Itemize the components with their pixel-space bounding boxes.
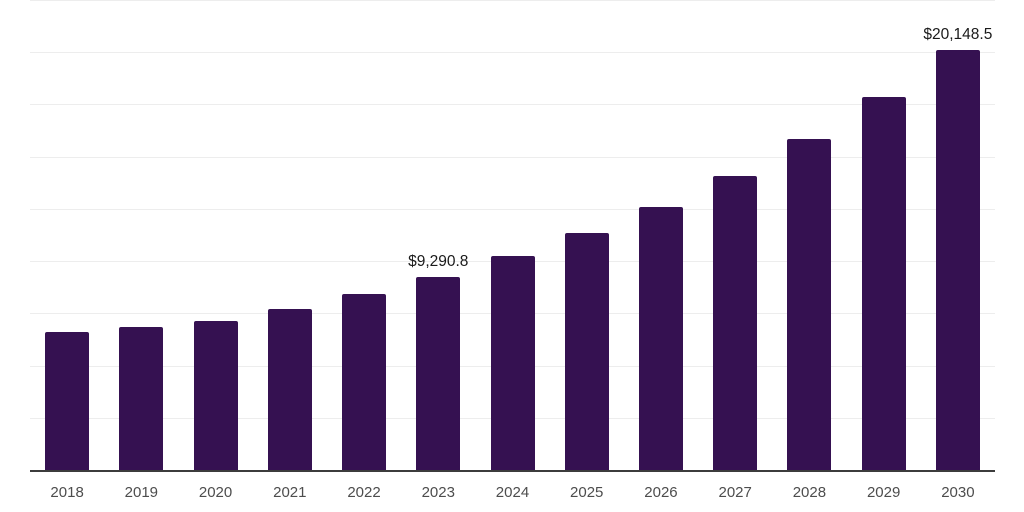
x-tick-label-2023: 2023: [421, 484, 455, 501]
x-tick-label-2025: 2025: [570, 484, 604, 501]
bar-2019[interactable]: [119, 326, 164, 471]
bar-2018[interactable]: [45, 331, 90, 471]
x-axis-line: [30, 470, 995, 472]
x-tick-label-2019: 2019: [124, 484, 159, 501]
bar-2023[interactable]: [416, 276, 461, 471]
gridline-17500: [30, 104, 995, 106]
bar-2025[interactable]: [564, 232, 609, 471]
gridline-20000: [30, 52, 995, 54]
data-label-2030: $20,148.5: [923, 26, 993, 44]
x-tick-label-2024: 2024: [495, 484, 530, 501]
bar-2026[interactable]: [638, 206, 683, 471]
x-tick-label-2029: 2029: [866, 484, 901, 501]
x-tick-label-2026: 2026: [644, 484, 678, 501]
bar-2024[interactable]: [490, 256, 535, 471]
x-tick-label-2021: 2021: [273, 484, 307, 501]
bar-2022[interactable]: [342, 294, 387, 471]
x-tick-label-2030: 2030: [941, 484, 975, 501]
bar-2027[interactable]: [713, 176, 758, 471]
gridline-22500: [30, 0, 995, 1]
x-tick-label-2018: 2018: [50, 484, 84, 501]
bar-2028[interactable]: [787, 139, 832, 471]
x-tick-label-2027: 2027: [718, 484, 752, 501]
bar-2029[interactable]: [861, 97, 906, 471]
gridline-15000: [30, 156, 995, 158]
gridline-12500: [30, 208, 995, 210]
data-label-2023: $9,290.8: [408, 252, 469, 270]
x-tick-label-2020: 2020: [198, 484, 233, 501]
bar-2020[interactable]: [193, 320, 238, 471]
bar-2030[interactable]: [935, 50, 980, 471]
x-tick-label-2022: 2022: [347, 484, 381, 501]
bar-2021[interactable]: [267, 308, 312, 471]
x-tick-label-2028: 2028: [792, 484, 827, 501]
